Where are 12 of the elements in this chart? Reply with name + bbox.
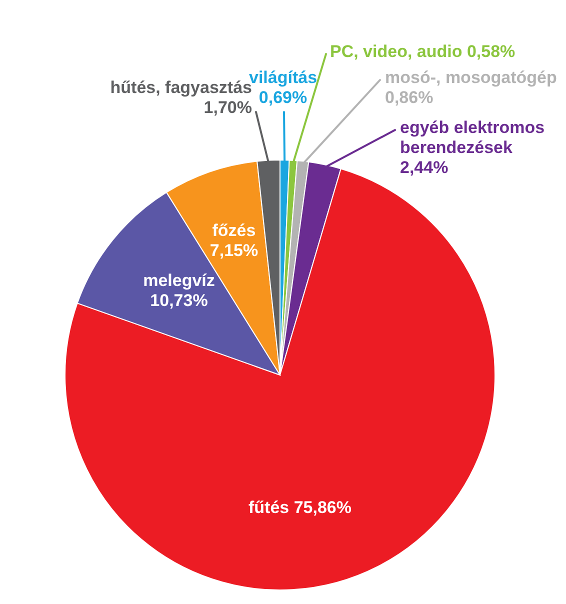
slice-label: melegvíz (143, 271, 215, 290)
data-label: 0,86% (385, 88, 434, 107)
slice-label: PC, video, audio 0,58% (330, 42, 516, 61)
slice-label: egyéb elektromos berendezések (400, 118, 545, 157)
slice-label: mosó-, mosogatógép (385, 68, 557, 87)
data-label: 7,15% (210, 241, 258, 260)
data-label: 1,70% (204, 98, 252, 117)
slice-label: fűtés 75,86% (248, 498, 352, 517)
data-label: 10,73% (150, 291, 208, 310)
data-label: 2,44% (400, 158, 448, 177)
data-label: 0,69% (258, 88, 308, 107)
slice-label: főzés (212, 221, 256, 240)
